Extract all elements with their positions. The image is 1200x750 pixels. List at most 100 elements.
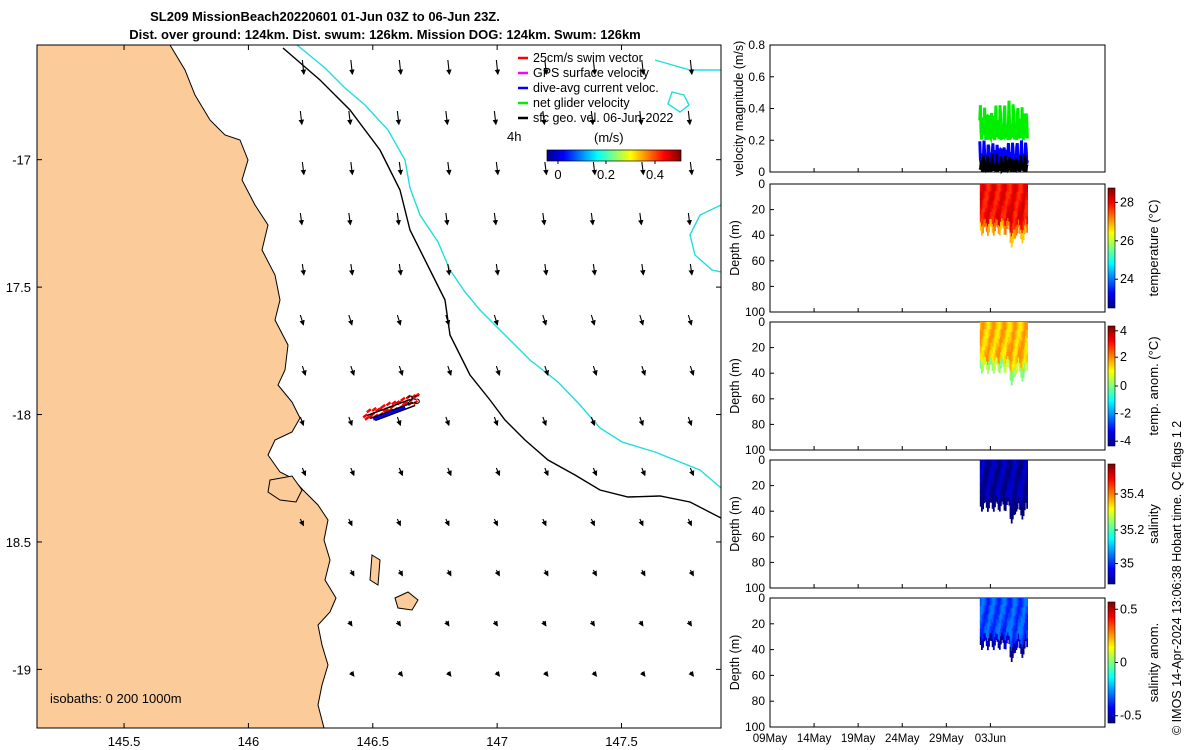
heatmap-cell bbox=[989, 356, 992, 365]
heatmap-cell bbox=[994, 191, 996, 201]
heatmap-cell bbox=[988, 345, 990, 355]
heatmap-cell bbox=[1008, 482, 1011, 491]
heatmap-cell bbox=[1016, 200, 1019, 209]
heatmap-cell bbox=[1008, 497, 1011, 506]
colorbar-tick-label: -0.5 bbox=[1120, 709, 1142, 723]
heatmap-cell bbox=[1020, 505, 1023, 516]
heatmap-cell bbox=[991, 192, 994, 201]
heatmap-cell bbox=[1006, 474, 1008, 483]
heatmap-cell bbox=[995, 598, 998, 606]
heatmap-cell bbox=[1017, 357, 1020, 366]
heatmap-cell bbox=[1001, 480, 1003, 488]
heatmap-cell bbox=[994, 360, 996, 370]
heatmap-cell bbox=[984, 466, 987, 475]
velocity-vector bbox=[688, 59, 695, 76]
heatmap-cell bbox=[984, 618, 987, 627]
heatmap-cell bbox=[1015, 356, 1018, 366]
y-tick-label: 60 bbox=[752, 530, 766, 544]
velocity-vector bbox=[591, 263, 597, 276]
heatmap-cell bbox=[1014, 643, 1017, 653]
heatmap-cell bbox=[1026, 192, 1028, 201]
heatmap-cell bbox=[1022, 506, 1025, 516]
heatmap-cell bbox=[996, 191, 999, 199]
heatmap-cell bbox=[989, 211, 992, 220]
heatmap-cell bbox=[1022, 635, 1025, 646]
heatmap-cell bbox=[1019, 184, 1021, 193]
colorbar-tick-label: -4 bbox=[1120, 434, 1131, 448]
heatmap-cell bbox=[1019, 363, 1021, 372]
heatmap-cell bbox=[1015, 347, 1018, 357]
heatmap-cell bbox=[1026, 460, 1028, 469]
heatmap-cell bbox=[1003, 338, 1006, 348]
heatmap-cell bbox=[981, 209, 983, 219]
heatmap-cell bbox=[1014, 357, 1017, 368]
heatmap-cell bbox=[1010, 491, 1013, 503]
heatmap-cell bbox=[1025, 357, 1027, 365]
heatmap-cell bbox=[998, 355, 1001, 365]
heatmap-cell bbox=[994, 629, 996, 638]
heatmap-cell bbox=[987, 598, 989, 608]
heatmap-cell bbox=[1010, 205, 1013, 217]
heatmap-cell bbox=[1002, 344, 1005, 352]
y-tick-label: 0.8 bbox=[748, 38, 765, 52]
heatmap-cell bbox=[1025, 612, 1027, 620]
heatmap-cell bbox=[1019, 622, 1021, 632]
heatmap-cell bbox=[998, 632, 1001, 642]
velocity-vector bbox=[395, 212, 402, 226]
heatmap-cell bbox=[1009, 341, 1012, 352]
heatmap-cell bbox=[984, 480, 987, 489]
heatmap-cell bbox=[1026, 614, 1028, 623]
heatmap-cell bbox=[990, 619, 993, 627]
heatmap-cell bbox=[1000, 337, 1002, 346]
heatmap-cell bbox=[1019, 598, 1021, 607]
heatmap-cell bbox=[995, 611, 998, 620]
heatmap-cell bbox=[989, 494, 992, 503]
heatmap-cell bbox=[1023, 363, 1026, 373]
heatmap-cell bbox=[985, 629, 988, 639]
heatmap-cell bbox=[1013, 625, 1015, 636]
heatmap-cell bbox=[990, 626, 993, 634]
velocity-vector bbox=[494, 670, 501, 677]
heatmap-cell bbox=[996, 619, 999, 628]
heatmap-cell bbox=[995, 473, 998, 482]
velocity-vector bbox=[543, 263, 549, 276]
heatmap-cell bbox=[1002, 191, 1005, 200]
heatmap-cell bbox=[989, 480, 992, 489]
velocity-vector bbox=[686, 212, 693, 226]
heatmap-cell bbox=[1014, 228, 1017, 239]
heatmap-cell bbox=[1010, 343, 1013, 355]
heatmap-cell bbox=[989, 335, 992, 344]
heatmap-cell bbox=[982, 354, 984, 364]
heatmap-cell bbox=[1009, 469, 1012, 480]
velocity-vector bbox=[444, 518, 450, 527]
y-axis-label: Depth (m) bbox=[728, 496, 742, 552]
heatmap-cell bbox=[1006, 206, 1008, 215]
heatmap-cell bbox=[1015, 485, 1018, 495]
heatmap-cell bbox=[998, 200, 1001, 210]
heatmap-cell bbox=[1020, 367, 1023, 378]
velocity-vector bbox=[349, 467, 355, 477]
heatmap-cell bbox=[1006, 221, 1008, 229]
heatmap-cell bbox=[1017, 205, 1020, 213]
y-tick-label: 80 bbox=[752, 279, 766, 293]
swim-vector bbox=[394, 400, 401, 406]
heatmap-cell bbox=[1001, 460, 1003, 468]
heatmap-cell bbox=[991, 468, 994, 477]
heatmap-cell bbox=[991, 354, 994, 363]
heatmap-cell bbox=[981, 364, 983, 374]
heatmap-cell bbox=[1022, 340, 1025, 351]
map-y-axis: -17 17.5 -18 18.5 -19 bbox=[6, 153, 721, 677]
heatmap-cell bbox=[1003, 631, 1006, 641]
heatmap-cell bbox=[983, 460, 986, 468]
heatmap-cell bbox=[991, 630, 994, 640]
heatmap-cell bbox=[1014, 201, 1017, 212]
heatmap-cell bbox=[1015, 623, 1018, 633]
heatmap-cell bbox=[1023, 598, 1026, 607]
heatmap-cell bbox=[1017, 460, 1020, 468]
heatmap-cell bbox=[1006, 198, 1008, 207]
heatmap-cell bbox=[992, 468, 995, 478]
heatmap-cell bbox=[991, 500, 994, 509]
heatmap-cell bbox=[1026, 224, 1028, 233]
heatmap-cell bbox=[1004, 460, 1007, 469]
